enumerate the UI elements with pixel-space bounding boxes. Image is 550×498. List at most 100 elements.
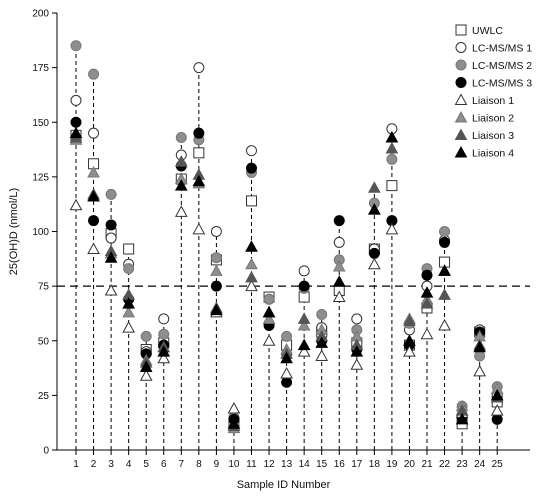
x-tick-label: 14 bbox=[299, 459, 311, 470]
data-point bbox=[297, 312, 311, 324]
y-tick-label: 200 bbox=[32, 9, 49, 20]
legend-marker bbox=[455, 59, 467, 71]
data-point bbox=[420, 297, 434, 309]
x-tick-label: 23 bbox=[457, 459, 469, 470]
legend-marker bbox=[455, 42, 467, 53]
data-point bbox=[122, 297, 135, 309]
data-point bbox=[105, 188, 117, 200]
data-point bbox=[246, 162, 257, 174]
y-tick-label: 125 bbox=[32, 172, 49, 183]
data-point bbox=[123, 243, 135, 255]
data-point bbox=[105, 232, 117, 244]
data-point bbox=[281, 376, 293, 388]
data-point bbox=[490, 404, 504, 416]
legend-label: Liaison 2 bbox=[472, 113, 514, 125]
data-point bbox=[350, 358, 364, 370]
data-point bbox=[350, 345, 364, 357]
data-point bbox=[297, 345, 311, 357]
data-point bbox=[88, 68, 100, 80]
x-tick-label: 22 bbox=[439, 459, 451, 470]
data-point bbox=[210, 252, 222, 264]
data-point bbox=[88, 127, 100, 139]
data-point bbox=[87, 190, 100, 202]
data-point bbox=[245, 240, 258, 252]
x-tick-label: 16 bbox=[334, 459, 346, 470]
x-tick-label: 9 bbox=[214, 459, 220, 470]
data-point bbox=[158, 313, 170, 325]
data-point bbox=[158, 328, 170, 340]
y-tick-label: 50 bbox=[38, 336, 50, 347]
data-point bbox=[316, 309, 328, 321]
data-point bbox=[88, 215, 100, 227]
data-point bbox=[368, 247, 380, 259]
legend: UWLC LC-MS/MS 1 LC-MS/MS 2 LC-MS/MS 3 Liaiso… bbox=[454, 24, 532, 160]
data-point bbox=[315, 349, 329, 362]
data-point bbox=[386, 180, 398, 192]
x-tick-label: 12 bbox=[263, 459, 275, 470]
data-point bbox=[210, 303, 223, 316]
data-point bbox=[262, 305, 276, 318]
data-point bbox=[139, 369, 153, 381]
legend-label: Liaison 3 bbox=[472, 130, 514, 142]
legend-marker bbox=[454, 93, 468, 105]
x-axis-ticks: 1 2 3 4 5 6 7 8 9 10 11 12 13 14 15 16 17 18 19 20 21 22 23 24 2… bbox=[73, 450, 503, 470]
data-point bbox=[104, 283, 118, 296]
data-point bbox=[192, 174, 206, 187]
data-point bbox=[227, 417, 241, 429]
x-tick-label: 5 bbox=[143, 459, 149, 470]
data-point bbox=[490, 388, 504, 401]
data-point bbox=[280, 366, 293, 379]
data-point bbox=[245, 257, 258, 270]
data-point bbox=[262, 334, 276, 346]
data-point bbox=[123, 263, 135, 275]
data-point bbox=[473, 364, 486, 377]
y-tick-label: 100 bbox=[32, 227, 49, 238]
y-tick-label: 0 bbox=[43, 446, 49, 457]
data-point bbox=[281, 330, 293, 342]
legend-label: Liaison 1 bbox=[472, 95, 514, 107]
data-point bbox=[368, 203, 381, 215]
data-point bbox=[193, 62, 205, 74]
x-tick-label: 2 bbox=[91, 459, 97, 470]
data-point bbox=[386, 153, 398, 165]
sample-guide-lines bbox=[75, 45, 498, 450]
legend-label: LC-MS/MS 3 bbox=[472, 78, 532, 90]
data-point bbox=[262, 312, 276, 324]
data-point bbox=[122, 321, 135, 333]
data-point bbox=[315, 336, 329, 348]
data-point bbox=[70, 116, 82, 128]
data-point bbox=[174, 205, 188, 217]
x-axis-label: Sample ID Number bbox=[237, 479, 331, 491]
legend-item: Liaison 4 bbox=[454, 145, 514, 160]
x-tick-label: 1 bbox=[73, 459, 79, 470]
x-tick-label: 15 bbox=[316, 459, 328, 470]
data-point bbox=[263, 293, 275, 305]
data-point bbox=[69, 198, 83, 211]
data-point bbox=[245, 279, 258, 292]
data-point bbox=[246, 195, 257, 207]
data-point bbox=[157, 345, 171, 357]
y-tick-label: 150 bbox=[32, 118, 49, 129]
data-point bbox=[438, 288, 451, 300]
legend-item: LC-MS/MS 2 bbox=[455, 59, 532, 72]
data-point bbox=[297, 318, 311, 331]
data-point bbox=[403, 314, 416, 327]
data-point bbox=[192, 222, 206, 235]
data-point bbox=[368, 181, 381, 193]
x-tick-label: 19 bbox=[386, 459, 398, 470]
x-tick-label: 11 bbox=[246, 459, 257, 470]
data-point bbox=[193, 127, 205, 139]
legend-item: Liaison 2 bbox=[454, 110, 514, 125]
data-point bbox=[332, 259, 346, 272]
y-tick-label: 175 bbox=[32, 63, 49, 74]
data-point bbox=[420, 286, 434, 298]
data-point bbox=[385, 131, 399, 143]
data-point bbox=[351, 313, 363, 325]
data-point bbox=[332, 275, 346, 287]
data-point bbox=[438, 318, 451, 331]
legend-item: LC-MS/MS 1 bbox=[455, 42, 532, 55]
data-point bbox=[368, 257, 381, 270]
data-point bbox=[474, 350, 486, 362]
legend-label: UWLC bbox=[472, 25, 503, 37]
data-point bbox=[297, 338, 311, 351]
